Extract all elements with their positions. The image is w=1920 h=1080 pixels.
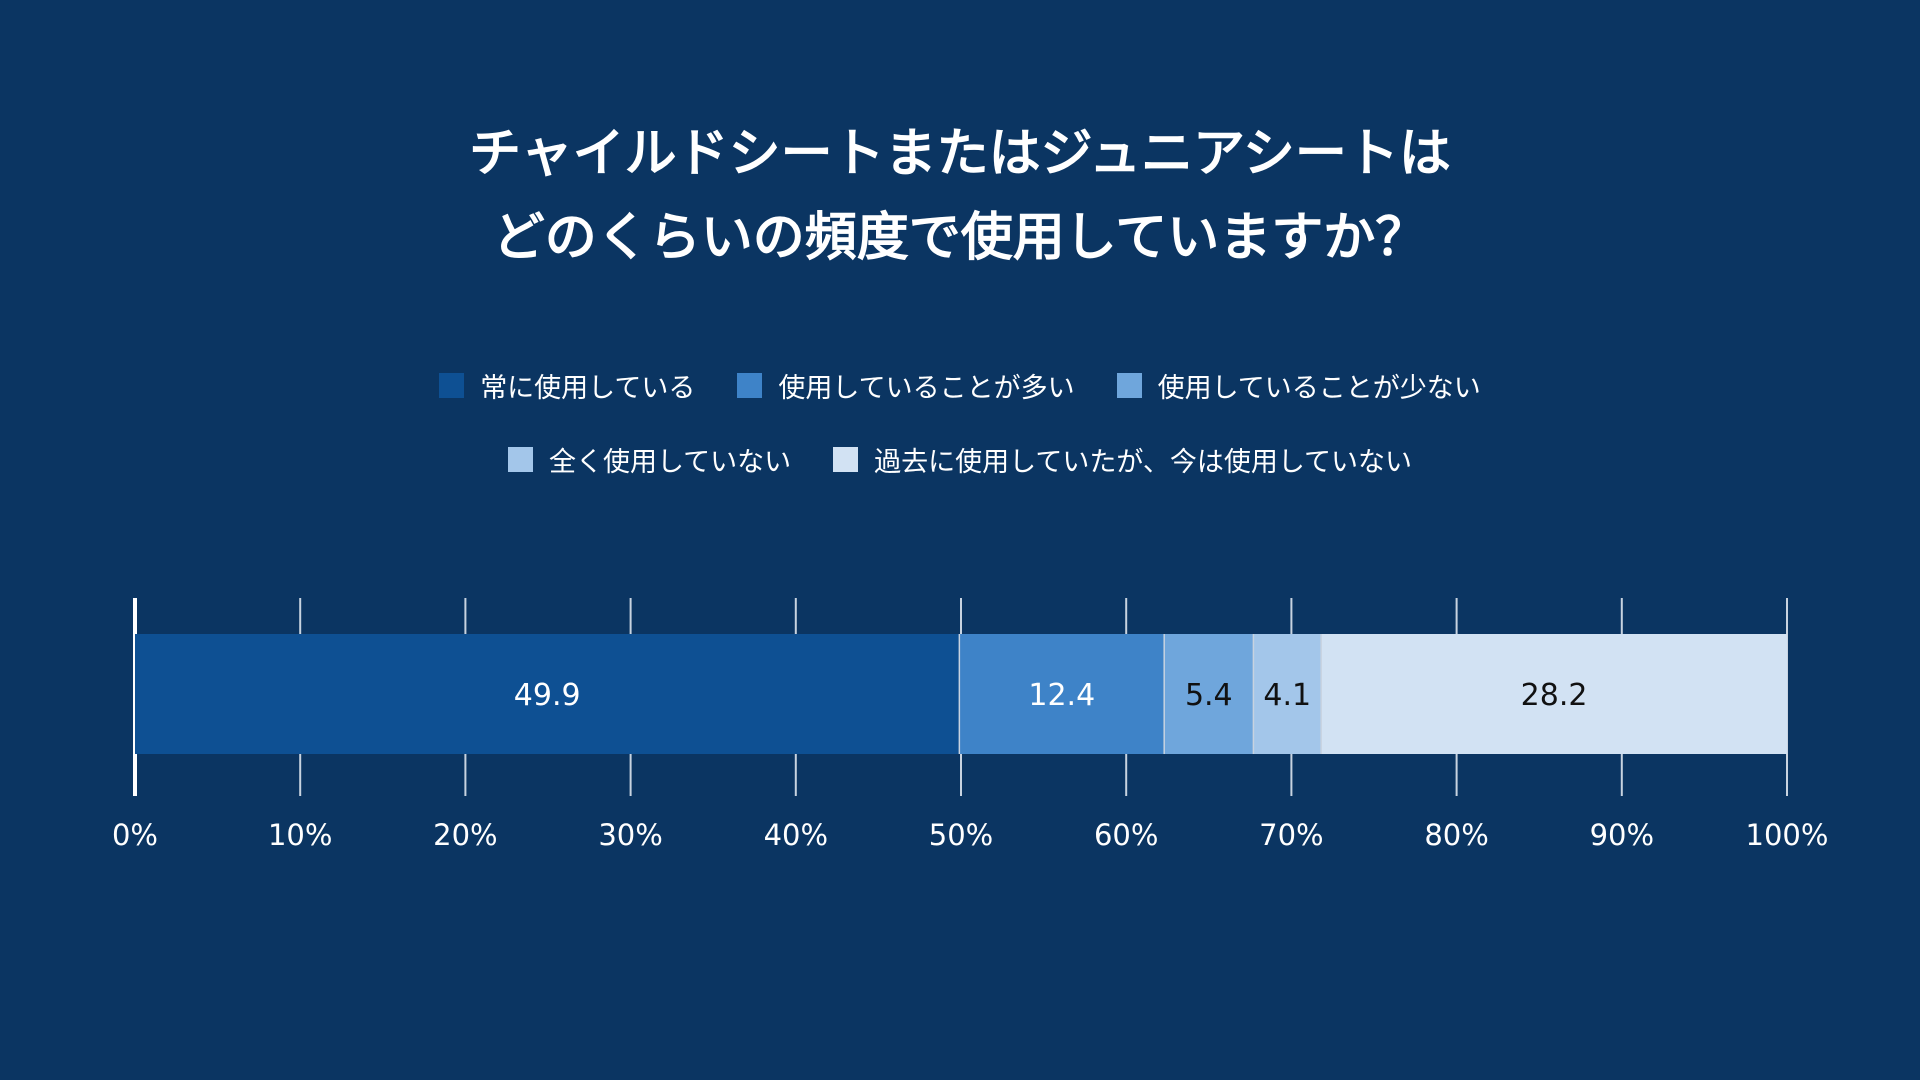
legend-swatch-never: [507, 447, 533, 472]
data-label: 4.1: [1263, 678, 1311, 713]
legend-swatch-always: [439, 373, 465, 398]
bar-segment: [1321, 634, 1787, 754]
x-tick-label: 0%: [112, 818, 158, 852]
legend-row-2: 全く使用していない 過去に使用していたが、今は使用していない: [0, 440, 1920, 479]
legend-item-never: 全く使用していない: [507, 440, 792, 479]
x-tick-label: 70%: [1259, 818, 1323, 852]
x-tick-label: 60%: [1094, 818, 1158, 852]
legend-item-rarely: 使用していることが少ない: [1116, 366, 1481, 405]
chart-title-line-2: どのくらいの頻度で使用していますか？: [492, 208, 1428, 268]
chart-title: チャイルドシートまたはジュニアシートは どのくらいの頻度で使用していますか？: [0, 112, 1920, 280]
legend-swatch-past: [833, 447, 859, 472]
legend-label-past: 過去に使用していたが、今は使用していない: [874, 447, 1413, 478]
legend-label-always: 常に使用している: [480, 373, 696, 404]
legend-swatch-rarely: [1116, 373, 1142, 398]
x-tick-label: 20%: [433, 818, 497, 852]
chart-title-line-1: チャイルドシートまたはジュニアシートは: [469, 124, 1451, 184]
bar-segment: [135, 634, 960, 754]
data-label: 28.2: [1521, 678, 1588, 713]
legend-label-never: 全く使用していない: [548, 447, 792, 478]
x-tick-label: 40%: [764, 818, 828, 852]
bar-segment: [959, 634, 1165, 754]
legend-item-often: 使用していることが多い: [737, 366, 1075, 405]
data-label: 12.4: [1028, 678, 1095, 713]
legend-swatch-often: [737, 373, 763, 398]
legend-label-often: 使用していることが多い: [778, 373, 1075, 404]
x-tick-label: 80%: [1424, 818, 1488, 852]
legend-item-always: 常に使用している: [439, 366, 695, 405]
legend-label-rarely: 使用していることが少ない: [1157, 373, 1481, 404]
data-label: 49.9: [514, 678, 581, 713]
bar-segment: [1253, 634, 1322, 754]
legend-row-1: 常に使用している 使用していることが多い 使用していることが少ない: [0, 366, 1920, 405]
x-tick-label: 90%: [1590, 818, 1654, 852]
data-label: 5.4: [1185, 678, 1233, 713]
legend-item-past: 過去に使用していたが、今は使用していない: [833, 440, 1412, 479]
x-tick-label: 10%: [268, 818, 332, 852]
x-tick-label: 100%: [1746, 818, 1829, 852]
x-tick-label: 50%: [929, 818, 993, 852]
x-tick-label: 30%: [598, 818, 662, 852]
bar-segment: [1164, 634, 1254, 754]
